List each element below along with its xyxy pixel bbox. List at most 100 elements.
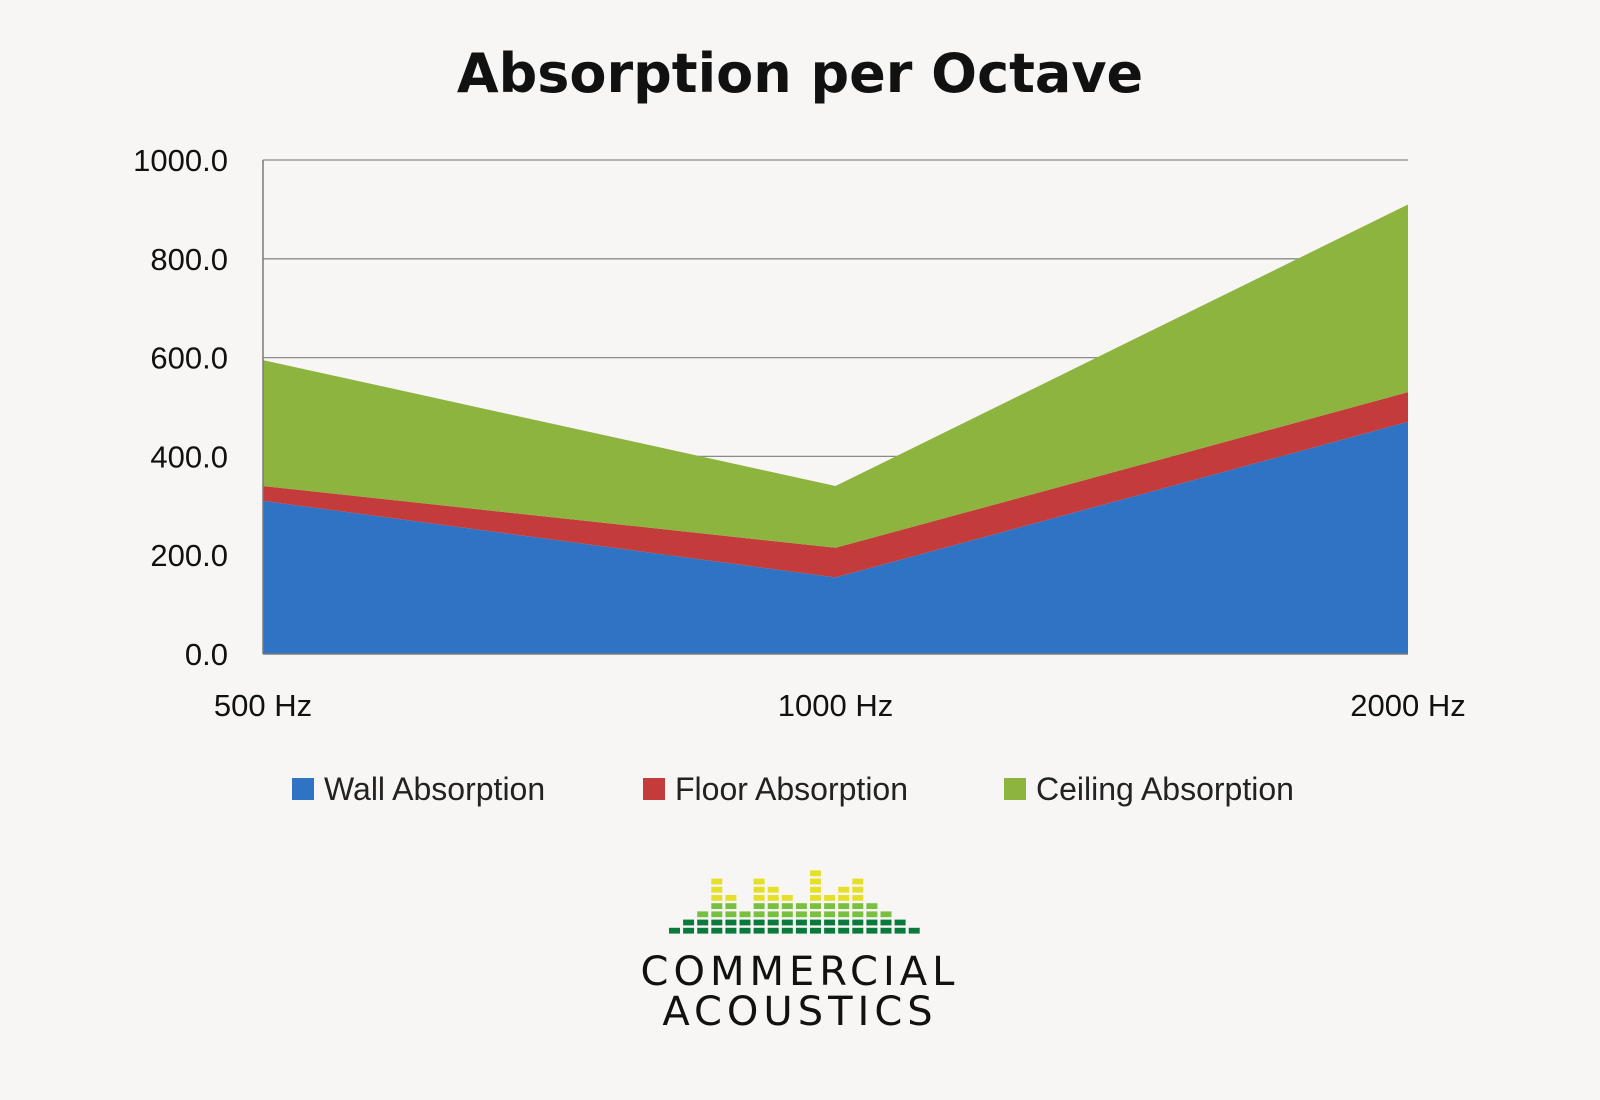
logo-bar-cell: [739, 919, 751, 926]
logo-bar-cell: [781, 903, 793, 909]
logo-bar-cell: [725, 911, 737, 918]
logo-bar-cell: [739, 927, 751, 934]
logo-bar-cell: [669, 927, 680, 934]
logo-bar-cell: [767, 927, 779, 934]
logo-bar-cell: [810, 878, 821, 885]
logo-bar-cell: [697, 927, 709, 934]
logo-bar-cell: [753, 886, 765, 893]
logo-bar-cell: [852, 911, 864, 918]
logo-bar-cell: [753, 911, 765, 918]
logo-bar-cell: [824, 927, 836, 934]
logo-equalizer-mark: [669, 870, 920, 934]
area-series-0: [263, 421, 1408, 654]
logo-bar-cell: [852, 895, 864, 901]
logo-bar-cell: [838, 903, 850, 909]
logo-bar-cell: [852, 919, 864, 926]
logo-bar-cell: [838, 895, 850, 901]
logo-bar-cell: [683, 919, 695, 926]
logo-bar-cell: [810, 895, 821, 901]
logo-bar-cell: [781, 895, 793, 901]
logo-bar-cell: [753, 919, 765, 926]
logo-bar-cell: [810, 903, 821, 909]
logo-bar-cell: [753, 927, 765, 934]
logo-bar-cell: [852, 878, 864, 885]
logo-bar-cell: [866, 919, 878, 926]
logo-bar-cell: [767, 886, 779, 893]
logo-bar-cell: [810, 919, 821, 926]
logo-bar-cell: [725, 903, 737, 909]
logo-bar-cell: [810, 870, 821, 877]
logo-bar-cell: [810, 927, 821, 934]
logo-bar-cell: [711, 878, 723, 885]
logo-bar-cell: [795, 903, 807, 909]
logo-bar-cell: [908, 927, 920, 934]
logo-bar-cell: [697, 919, 709, 926]
logo-bar-cell: [767, 911, 779, 918]
logo-bar-cell: [838, 919, 850, 926]
logo-bar-cell: [838, 911, 850, 918]
logo-bar-cell: [753, 895, 765, 901]
y-axis-ticks: 0.0 200.0 400.0 600.0 800.0 1000.0: [133, 143, 228, 672]
logo-bar-cell: [711, 903, 723, 909]
x-category-label: 2000 Hz: [1350, 688, 1465, 723]
logo-bar-cell: [697, 911, 709, 918]
x-category-label: 1000 Hz: [778, 688, 893, 723]
logo-bar-cell: [711, 911, 723, 918]
logo-bar-cell: [725, 927, 737, 934]
y-tick-label: 0.0: [185, 637, 228, 672]
axes: [262, 160, 1408, 655]
logo-bar-cell: [753, 903, 765, 909]
y-tick-label: 1000.0: [133, 143, 228, 178]
logo-bar-cell: [866, 927, 878, 934]
legend-swatch: [292, 778, 314, 800]
logo-bar-cell: [711, 919, 723, 926]
logo-bar-cell: [880, 911, 892, 918]
x-category-label: 500 Hz: [214, 688, 312, 723]
y-tick-label: 200.0: [150, 538, 228, 573]
logo-bar-cell: [753, 878, 765, 885]
logo-bar-cell: [810, 886, 821, 893]
legend-label: Wall Absorption: [324, 771, 545, 807]
logo-bar-cell: [711, 895, 723, 901]
logo-bar-cell: [781, 919, 793, 926]
logo-text-line1: COMMERCIAL: [641, 949, 960, 995]
legend-label: Floor Absorption: [675, 771, 908, 807]
logo-bar-cell: [838, 886, 850, 893]
y-tick-label: 400.0: [150, 439, 228, 474]
logo-bar-cell: [683, 927, 695, 934]
logo-bar-cell: [795, 911, 807, 918]
legend: Wall Absorption Floor Absorption Ceiling A…: [292, 771, 1294, 807]
y-tick-label: 800.0: [150, 242, 228, 277]
y-tick-label: 600.0: [150, 341, 228, 376]
logo-bar-cell: [824, 919, 836, 926]
logo-bar-cell: [739, 911, 751, 918]
legend-swatch: [1004, 778, 1026, 800]
logo-bar-cell: [711, 886, 723, 893]
logo-bar-cell: [852, 903, 864, 909]
logo-bar-cell: [725, 919, 737, 926]
logo-bar-cell: [711, 927, 723, 934]
logo-bar-cell: [795, 919, 807, 926]
logo-bar-cell: [810, 911, 821, 918]
area-series-2: [263, 204, 1408, 548]
logo-bar-cell: [852, 927, 864, 934]
logo-bar-cell: [767, 919, 779, 926]
legend-label: Ceiling Absorption: [1036, 771, 1294, 807]
logo-bar-cell: [866, 911, 878, 918]
logo-bar-cell: [880, 919, 892, 926]
logo-bar-cell: [795, 927, 807, 934]
logo-bar-cell: [781, 911, 793, 918]
logo-bar-cell: [767, 903, 779, 909]
plot-area: [263, 204, 1408, 654]
area-series-1: [263, 392, 1408, 578]
logo-bar-cell: [824, 911, 836, 918]
logo-bar-cell: [725, 895, 737, 901]
logo-bar-cell: [824, 895, 836, 901]
logo-bar-cell: [894, 927, 906, 934]
logo-text-line2: ACOUSTICS: [662, 989, 937, 1035]
legend-swatch: [643, 778, 665, 800]
logo-bar-cell: [824, 903, 836, 909]
logo-bar-cell: [781, 927, 793, 934]
chart-title: Absorption per Octave: [457, 42, 1143, 105]
